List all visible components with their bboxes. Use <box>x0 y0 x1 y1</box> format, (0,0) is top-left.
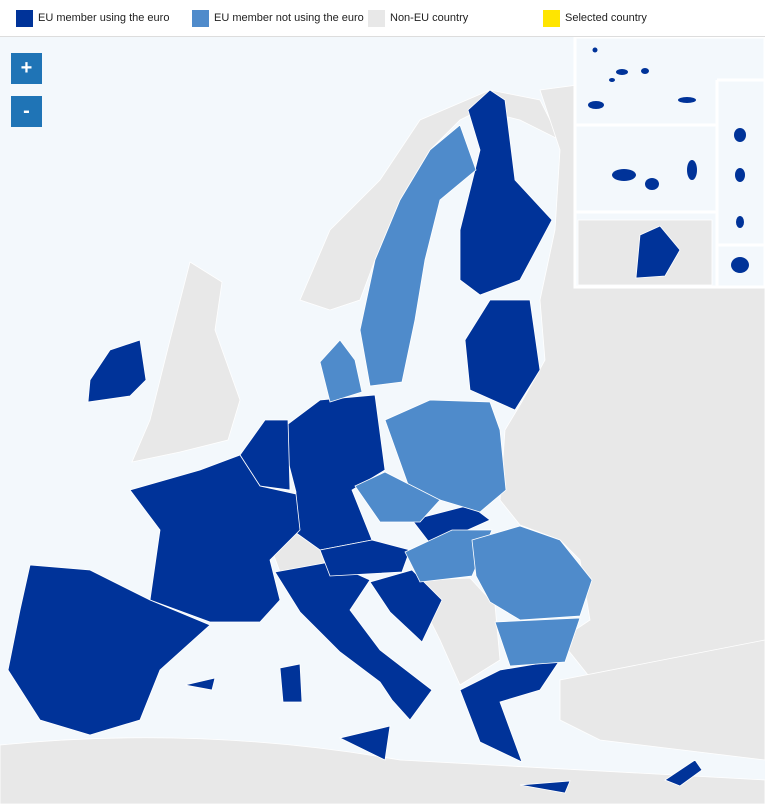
crete <box>519 780 571 794</box>
great-britain <box>131 261 241 463</box>
legend-item: Non-EU country <box>368 9 468 27</box>
legend-swatch <box>192 9 209 27</box>
norway <box>299 89 561 311</box>
legend-swatch <box>368 9 385 27</box>
french-guiana <box>635 225 681 279</box>
azores <box>592 47 598 53</box>
guadeloupe <box>734 128 746 142</box>
madeira <box>588 101 604 109</box>
legend-label: Selected country <box>565 12 647 24</box>
slovakia <box>411 504 491 547</box>
sardinia <box>279 663 303 703</box>
fuerteventura <box>687 160 697 180</box>
bulgaria <box>494 617 581 667</box>
legend-swatch <box>543 9 560 27</box>
turkey <box>559 639 765 761</box>
map <box>0 37 765 804</box>
legend-item: EU member using the euro <box>16 9 169 27</box>
balearics <box>184 677 216 691</box>
insets <box>573 37 765 289</box>
gran-canaria <box>645 178 659 190</box>
euro-countries <box>7 89 703 794</box>
tenerife <box>612 169 636 181</box>
reunion <box>731 257 749 273</box>
legend: EU member using the euro EU member not us… <box>0 0 765 37</box>
legend-label: EU member using the euro <box>38 12 170 24</box>
legend-label: Non-EU country <box>390 12 469 24</box>
zoom-out-button[interactable]: - <box>11 96 42 127</box>
azores <box>678 97 696 103</box>
zoom-in-button[interactable]: + <box>11 53 42 84</box>
finland <box>459 89 553 296</box>
denmark <box>319 339 363 403</box>
legend-item: Selected country <box>543 9 647 27</box>
legend-label: EU member not using the euro <box>214 12 364 24</box>
iberia <box>7 564 211 736</box>
sicily <box>338 725 391 761</box>
ireland <box>87 339 147 403</box>
azores <box>641 68 649 74</box>
azores <box>616 69 628 75</box>
azores <box>609 78 615 82</box>
italy <box>274 561 433 721</box>
sweden <box>359 124 477 387</box>
baltics <box>464 299 541 411</box>
czechia <box>354 471 441 523</box>
legend-swatch <box>16 9 33 27</box>
outermost-regions <box>588 47 749 279</box>
non-euro-countries <box>319 124 593 667</box>
north-africa <box>0 737 765 804</box>
greece <box>459 659 561 763</box>
martinique <box>735 168 745 182</box>
cyprus <box>664 759 703 787</box>
austria <box>319 539 411 577</box>
legend-item: EU member not using the euro <box>192 9 364 27</box>
mayotte <box>736 216 744 228</box>
romania <box>471 525 593 621</box>
croatia-slovenia <box>369 569 443 643</box>
